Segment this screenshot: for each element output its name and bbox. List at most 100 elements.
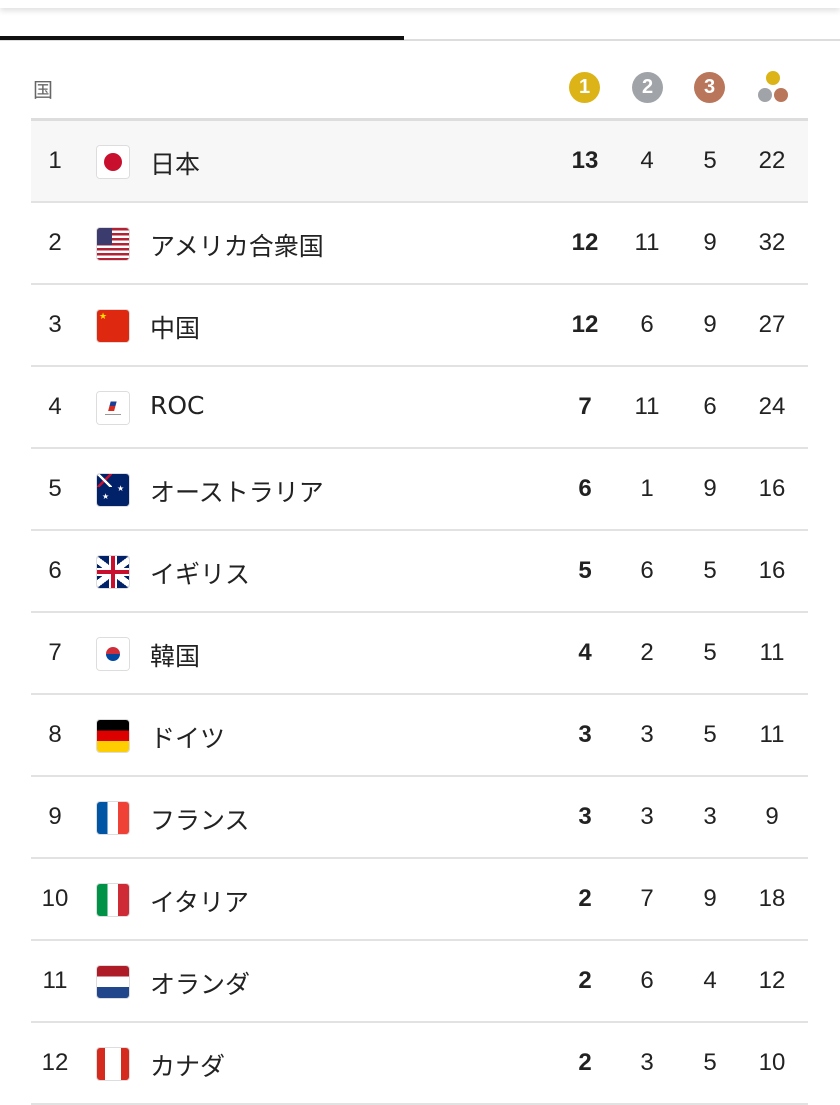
total-count: 11	[759, 639, 785, 666]
bronze-count: 9	[703, 311, 717, 338]
gold-count: 3	[578, 721, 592, 748]
gold-count: 2	[578, 967, 592, 994]
country-name[interactable]: オランダ	[150, 970, 251, 999]
flag-jp-icon	[97, 146, 129, 178]
silver-count: 2	[640, 639, 654, 666]
bronze-count: 5	[703, 639, 717, 666]
gold-count: 7	[578, 393, 592, 420]
rank: 9	[48, 803, 62, 830]
country-name[interactable]: ドイツ	[150, 724, 226, 753]
total-count: 9	[765, 803, 779, 830]
table-row[interactable]: 7 韓国 4 2 5 11	[31, 613, 808, 695]
country-name[interactable]: イタリア	[150, 888, 250, 917]
bronze-count: 5	[703, 1049, 717, 1076]
bronze-count: 9	[703, 475, 717, 502]
silver-medal-icon[interactable]: 2	[632, 72, 663, 103]
table-row[interactable]: 6 イギリス 5 6 5 16	[31, 531, 808, 613]
country-column-header[interactable]: 国	[33, 78, 53, 102]
country-name[interactable]: フランス	[150, 806, 250, 835]
silver-count: 11	[634, 393, 660, 420]
rank: 3	[48, 311, 62, 338]
silver-count: 3	[640, 1049, 654, 1076]
table-row[interactable]: 4 ROC 7 11 6 24	[31, 367, 808, 449]
gold-count: 6	[578, 475, 592, 502]
flag-it-icon	[97, 884, 129, 916]
silver-count: 3	[640, 803, 654, 830]
rank: 7	[48, 639, 62, 666]
total-count: 22	[758, 147, 786, 174]
bronze-count: 3	[703, 803, 717, 830]
total-count: 24	[758, 393, 786, 420]
flag-gb-icon	[97, 556, 129, 588]
country-name[interactable]: 日本	[150, 150, 201, 179]
table-row[interactable]: 12 カナダ 2 3 5 10	[31, 1023, 808, 1105]
gold-medal-icon[interactable]: 1	[569, 72, 600, 103]
country-name[interactable]: 中国	[150, 314, 201, 343]
flag-fr-icon	[97, 802, 129, 834]
bronze-count: 5	[703, 557, 717, 584]
country-name[interactable]: ROC	[150, 391, 205, 420]
gold-count: 5	[578, 557, 592, 584]
bronze-count: 5	[703, 721, 717, 748]
silver-count: 6	[640, 557, 654, 584]
total-count: 27	[758, 311, 786, 338]
table-row[interactable]: 10 イタリア 2 7 9 18	[31, 859, 808, 941]
bronze-count: 6	[703, 393, 717, 420]
flag-cn-icon: ★	[97, 310, 129, 342]
gold-count: 2	[578, 885, 592, 912]
top-bar	[0, 0, 840, 8]
country-name[interactable]: 韓国	[150, 642, 201, 671]
silver-count: 4	[640, 147, 654, 174]
table-row[interactable]: 5 ★ ★ オーストラリア 6 1 9 16	[31, 449, 808, 531]
silver-count: 1	[640, 475, 654, 502]
flag-us-icon	[97, 228, 129, 260]
total-count: 16	[758, 475, 786, 502]
gold-count: 4	[578, 639, 592, 666]
silver-count: 11	[634, 229, 660, 256]
bronze-count: 9	[703, 885, 717, 912]
rank: 6	[48, 557, 62, 584]
bronze-medal-icon[interactable]: 3	[694, 72, 725, 103]
total-count: 12	[758, 967, 786, 994]
flag-kr-icon	[97, 638, 129, 670]
total-count: 18	[758, 885, 786, 912]
flag-roc-icon	[97, 392, 129, 424]
flag-ca-icon	[97, 1048, 129, 1080]
active-tab-indicator[interactable]	[0, 36, 404, 40]
medal-table: 1 日本 13 4 5 22 2 アメリカ合衆国 12 11 9 32 3 ★ …	[31, 118, 808, 1105]
gold-count: 13	[571, 147, 599, 174]
gold-count: 3	[578, 803, 592, 830]
rank: 12	[41, 1049, 69, 1076]
rank: 11	[42, 967, 68, 994]
rank: 8	[48, 721, 62, 748]
bronze-count: 9	[703, 229, 717, 256]
table-row[interactable]: 1 日本 13 4 5 22	[31, 121, 808, 203]
rank: 2	[48, 229, 62, 256]
silver-count: 3	[640, 721, 654, 748]
table-row[interactable]: 3 ★ 中国 12 6 9 27	[31, 285, 808, 367]
flag-de-icon	[97, 720, 129, 752]
table-row[interactable]: 9 フランス 3 3 3 9	[31, 777, 808, 859]
flag-au-icon: ★ ★	[97, 474, 129, 506]
gold-count: 12	[571, 311, 599, 338]
bronze-count: 5	[703, 147, 717, 174]
country-name[interactable]: アメリカ合衆国	[150, 232, 324, 261]
tab-bar	[0, 39, 840, 41]
gold-count: 2	[578, 1049, 592, 1076]
bronze-count: 4	[703, 967, 717, 994]
total-count: 11	[759, 721, 785, 748]
total-count: 10	[758, 1049, 786, 1076]
country-name[interactable]: カナダ	[150, 1052, 226, 1081]
rank: 4	[48, 393, 62, 420]
table-row[interactable]: 8 ドイツ 3 3 5 11	[31, 695, 808, 777]
table-row[interactable]: 2 アメリカ合衆国 12 11 9 32	[31, 203, 808, 285]
flag-nl-icon	[97, 966, 129, 998]
silver-count: 6	[640, 311, 654, 338]
gold-count: 12	[571, 229, 599, 256]
medals-total-icon[interactable]	[757, 71, 791, 105]
country-name[interactable]: オーストラリア	[150, 478, 324, 507]
rank: 1	[48, 147, 62, 174]
rank: 10	[41, 885, 69, 912]
table-row[interactable]: 11 オランダ 2 6 4 12	[31, 941, 808, 1023]
country-name[interactable]: イギリス	[150, 560, 251, 589]
